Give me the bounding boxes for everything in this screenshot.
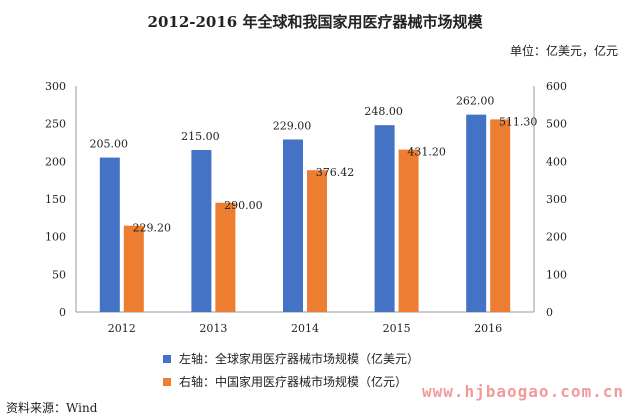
left-tick-label: 0	[59, 306, 66, 319]
right-tick-label: 0	[546, 306, 553, 319]
label-china-2013: 290.00	[224, 199, 263, 212]
bar-global-2015	[374, 125, 395, 312]
label-global-2013: 215.00	[181, 130, 220, 143]
label-china-2016: 511.30	[499, 115, 538, 128]
bar-china-2015	[398, 149, 419, 312]
right-tick-label: 400	[546, 155, 567, 168]
label-china-2014: 376.42	[316, 166, 355, 179]
right-tick-label: 600	[546, 80, 567, 93]
watermark: www.hjbaogao.com.cn	[421, 382, 624, 401]
right-tick-label: 300	[546, 193, 567, 206]
right-tick-label: 100	[546, 268, 567, 281]
bar-global-2012	[99, 157, 120, 312]
label-china-2012: 229.20	[133, 222, 172, 235]
bar-global-2013	[191, 150, 212, 312]
label-global-2016: 262.00	[456, 95, 495, 108]
bar-china-2012	[123, 225, 144, 312]
legend-label-global: 左轴：全球家用医疗器械市场规模（亿美元）	[179, 352, 420, 366]
right-tick-label: 500	[546, 118, 567, 131]
bar-china-2014	[307, 170, 327, 312]
left-tick-label: 100	[45, 231, 66, 244]
legend-swatch-china	[163, 377, 171, 386]
x-tick-label: 2013	[199, 322, 227, 335]
left-tick-label: 150	[45, 193, 66, 206]
x-tick-label: 2014	[291, 322, 319, 335]
label-global-2015: 248.00	[364, 105, 403, 118]
label-global-2014: 229.00	[273, 119, 312, 132]
legend-label-china: 右轴：中国家用医疗器械市场规模（亿元）	[179, 375, 408, 389]
bar-china-2013	[215, 202, 236, 312]
label-global-2012: 205.00	[90, 138, 129, 151]
legend-swatch-global	[163, 354, 171, 363]
left-tick-label: 250	[45, 118, 66, 131]
legend-item-china: 右轴：中国家用医疗器械市场规模（亿元）	[163, 373, 407, 390]
left-tick-label: 300	[45, 80, 66, 93]
bar-china-2016	[490, 119, 511, 312]
x-tick-label: 2015	[383, 322, 411, 335]
label-china-2015: 431.20	[407, 146, 446, 159]
x-tick-label: 2012	[108, 322, 136, 335]
bar-global-2016	[466, 114, 487, 312]
left-tick-label: 50	[52, 268, 66, 281]
x-tick-label: 2016	[474, 322, 502, 335]
bar-global-2014	[283, 139, 303, 312]
source-note: 资料来源：Wind	[6, 401, 98, 415]
right-tick-label: 200	[546, 231, 567, 244]
unit-label: 单位：亿美元，亿元	[509, 44, 618, 58]
legend-item-global: 左轴：全球家用医疗器械市场规模（亿美元）	[163, 350, 419, 367]
chart-title: 2012-2016 年全球和我国家用医疗器械市场规模	[147, 13, 483, 31]
left-tick-label: 200	[45, 155, 66, 168]
